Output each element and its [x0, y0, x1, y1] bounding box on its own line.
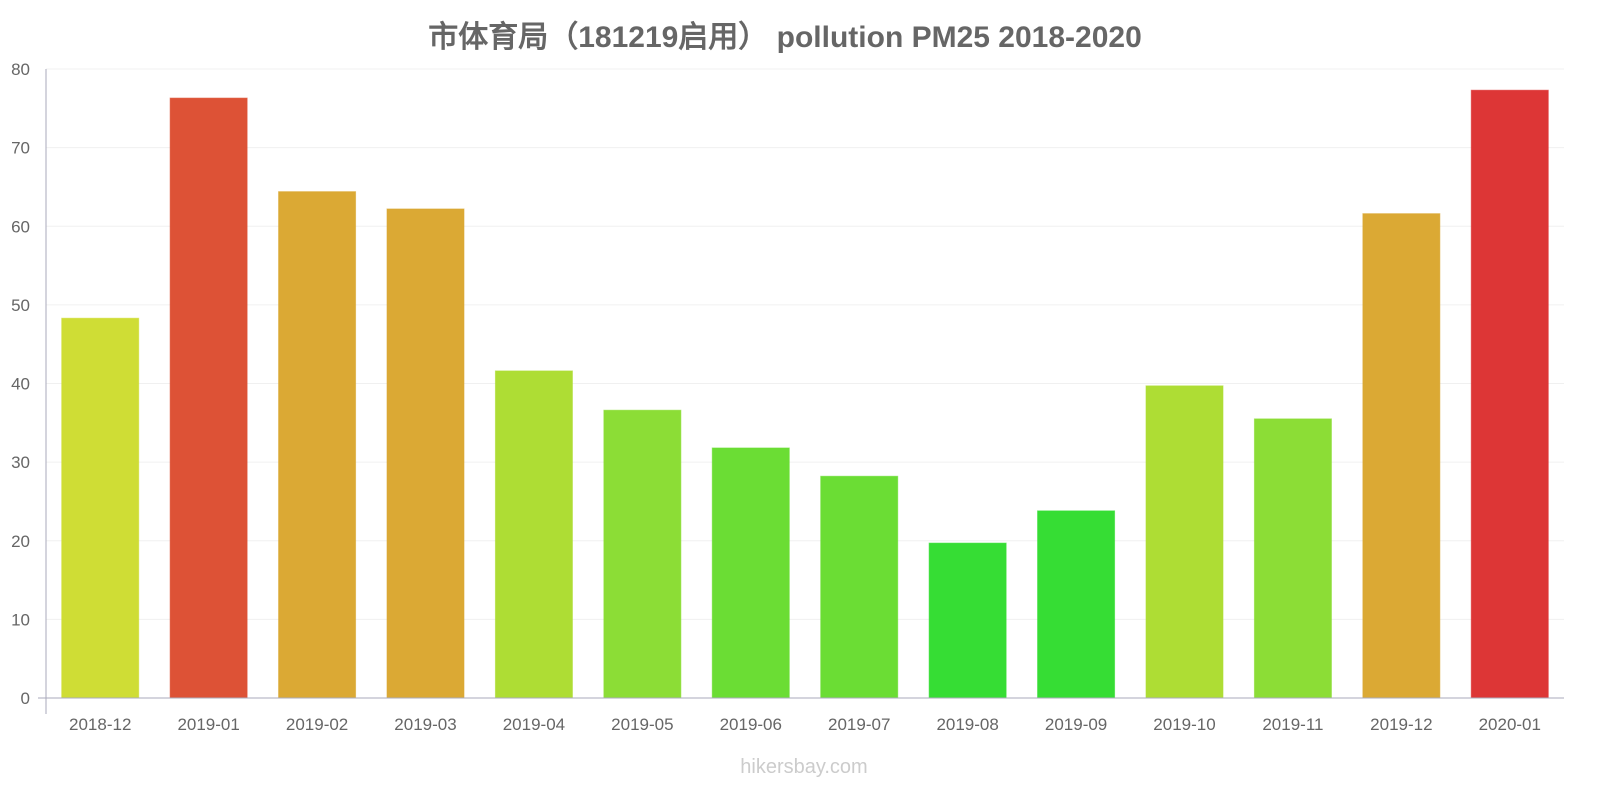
- x-tick-label: 2019-03: [394, 715, 456, 734]
- bar-2019-08: [928, 542, 1007, 699]
- x-tick-label: 2019-11: [1262, 715, 1323, 734]
- bar-2019-04: [494, 370, 573, 699]
- x-tick-label: 2019-02: [286, 715, 348, 734]
- x-tick-label: 2019-10: [1153, 715, 1215, 734]
- bar-2020-01: [1470, 89, 1549, 699]
- x-tick-label: 2019-07: [828, 715, 890, 734]
- x-tick-label: 2019-09: [1045, 715, 1107, 734]
- bar-2018-12: [61, 317, 140, 699]
- y-tick-label: 70: [11, 139, 30, 158]
- x-tick-label: 2020-01: [1479, 715, 1541, 734]
- bar-2019-12: [1362, 213, 1441, 699]
- y-tick-label: 30: [11, 453, 30, 472]
- y-tick-label: 40: [11, 375, 30, 394]
- x-tick-label: 2019-01: [177, 715, 239, 734]
- bar-2019-11: [1253, 418, 1332, 699]
- bar-2019-05: [603, 409, 682, 699]
- bar-2019-06: [711, 447, 790, 699]
- x-tick-label: 2019-04: [503, 715, 565, 734]
- x-tick-label: 2019-06: [720, 715, 782, 734]
- x-tick-label: 2019-05: [611, 715, 673, 734]
- bar-2019-01: [169, 97, 248, 699]
- y-tick-label: 20: [11, 532, 30, 551]
- y-tick-label: 80: [11, 60, 30, 79]
- y-tick-label: 0: [21, 689, 30, 708]
- y-tick-label: 50: [11, 296, 30, 315]
- bar-2019-10: [1145, 385, 1224, 699]
- y-tick-label: 60: [11, 217, 30, 236]
- x-tick-label: 2018-12: [69, 715, 131, 734]
- watermark: hikersbay.com: [740, 756, 867, 778]
- x-tick-label: 2019-08: [936, 715, 998, 734]
- chart-title: 市体育局（181219启用） pollution PM25 2018-2020: [428, 20, 1142, 54]
- bar-2019-09: [1037, 510, 1116, 699]
- bar-2019-03: [386, 208, 465, 699]
- bar-2019-02: [278, 191, 357, 699]
- y-tick-label: 10: [11, 610, 30, 629]
- x-tick-label: 2019-12: [1370, 715, 1432, 734]
- bar-2019-07: [820, 475, 899, 699]
